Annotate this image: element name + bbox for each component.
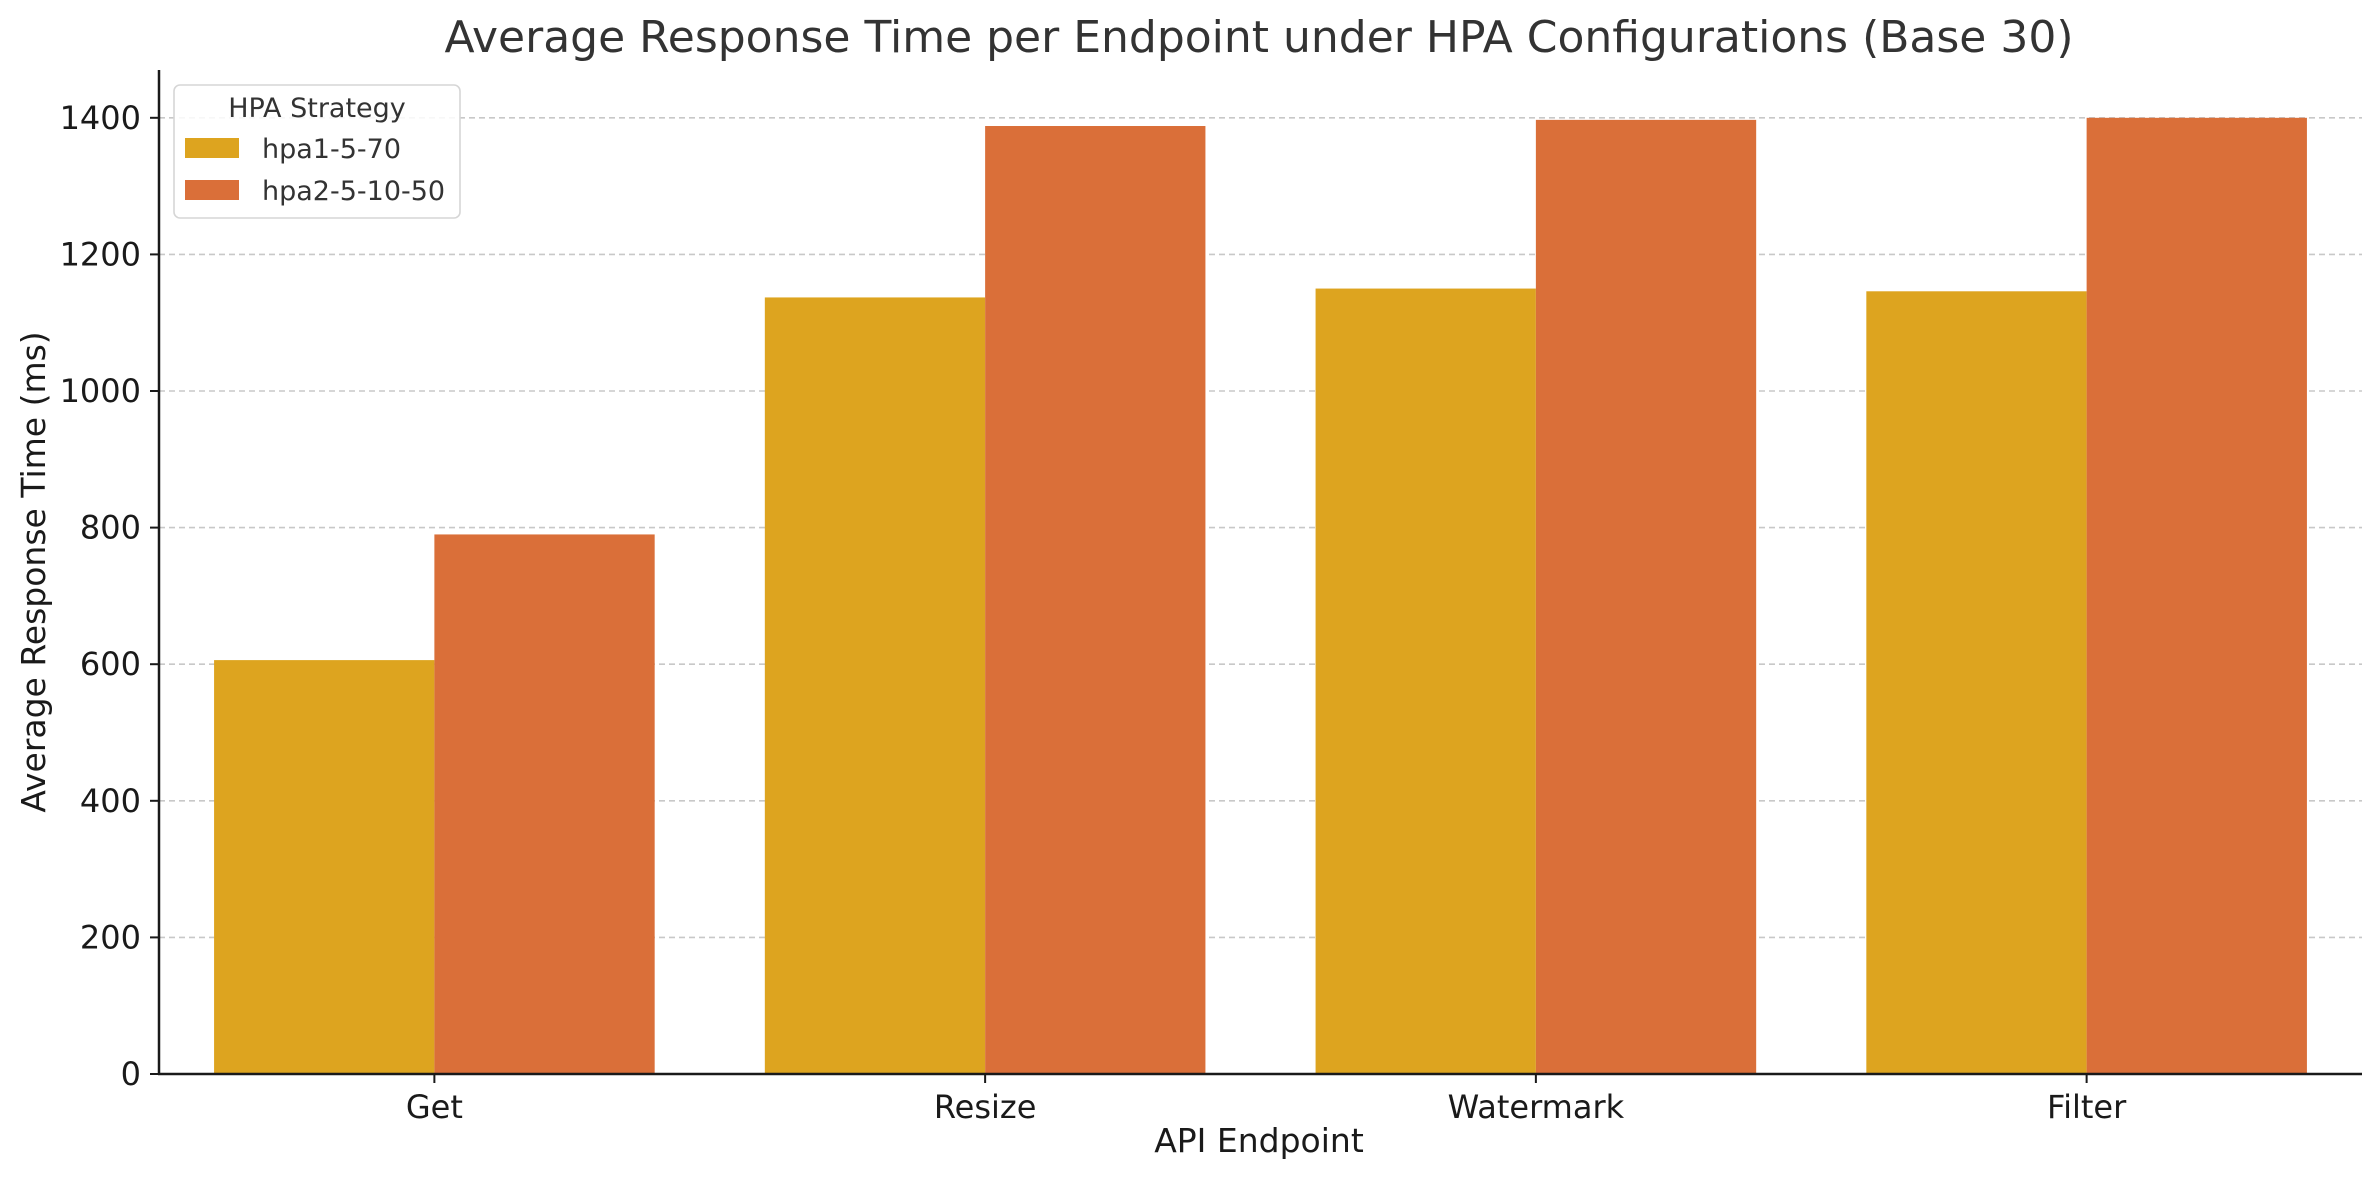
bar-hpa2-5-10-50-watermark xyxy=(1535,119,1757,1074)
y-tick-label: 600 xyxy=(80,645,141,683)
x-tick-label-resize: Resize xyxy=(934,1088,1037,1126)
x-tick-label-get: Get xyxy=(406,1088,463,1126)
legend-label-hpa2-5-10-50: hpa2-5-10-50 xyxy=(262,176,445,207)
legend-swatch-hpa2-5-10-50 xyxy=(185,180,239,200)
y-ticks: 0 200 400 600 800 1000 1200 1400 xyxy=(60,99,159,1093)
bar-hpa1-5-70-get xyxy=(214,660,435,1074)
y-tick-label: 1400 xyxy=(60,99,141,137)
x-tick-label-filter: Filter xyxy=(2047,1088,2127,1126)
y-tick-label: 1000 xyxy=(60,372,141,410)
y-tick-label: 800 xyxy=(80,509,141,547)
bar-hpa1-5-70-resize xyxy=(764,297,986,1074)
bar-hpa2-5-10-50-resize xyxy=(985,126,1206,1075)
y-tick-label: 200 xyxy=(80,918,141,956)
chart-title: Average Response Time per Endpoint under… xyxy=(444,12,2073,63)
bars xyxy=(214,117,2307,1075)
legend-swatch-hpa1-5-70 xyxy=(185,138,239,158)
legend-title: HPA Strategy xyxy=(228,93,406,124)
legend-box xyxy=(173,84,461,219)
x-ticks: Get Resize Watermark Filter xyxy=(406,1074,2127,1126)
y-axis-label: Average Response Time (ms) xyxy=(14,331,53,812)
y-tick-label: 400 xyxy=(80,782,141,820)
bar-hpa1-5-70-watermark xyxy=(1315,288,1536,1074)
y-tick-label: 0 xyxy=(121,1055,141,1093)
bar-hpa2-5-10-50-filter xyxy=(2086,117,2307,1075)
bar-hpa2-5-10-50-get xyxy=(434,534,655,1074)
bar-hpa1-5-70-filter xyxy=(1866,291,2087,1074)
legend-label-hpa1-5-70: hpa1-5-70 xyxy=(262,134,401,165)
x-axis-label: API Endpoint xyxy=(1154,1121,1364,1160)
x-tick-label-watermark: Watermark xyxy=(1448,1088,1625,1126)
legend: HPA Strategy hpa1-5-70 hpa2-5-10-50 xyxy=(173,84,461,219)
y-tick-label: 1200 xyxy=(60,235,141,273)
